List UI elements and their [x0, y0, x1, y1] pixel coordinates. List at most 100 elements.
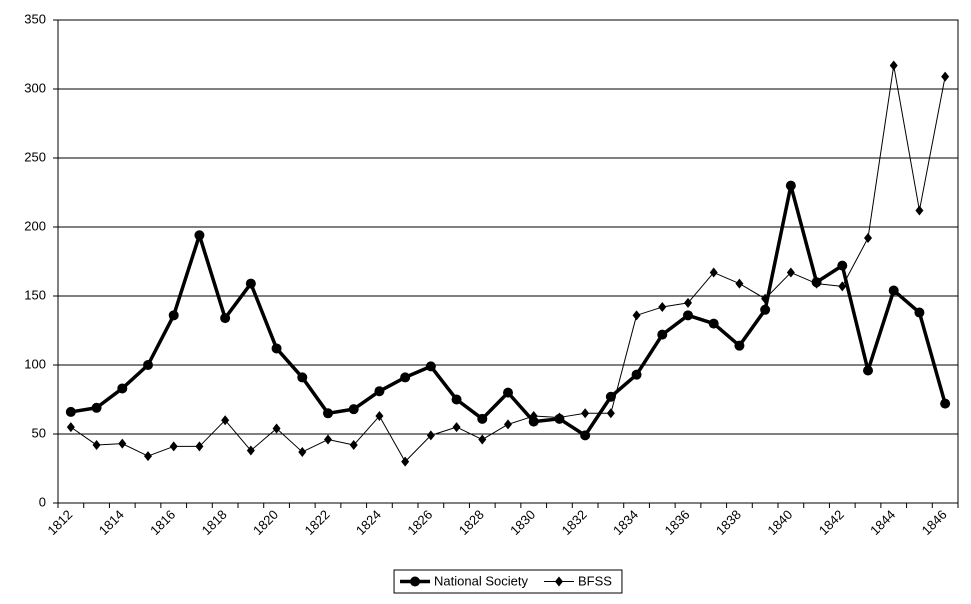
point: [452, 422, 461, 433]
point: [169, 441, 178, 452]
x-tick-label: 1822: [301, 507, 332, 538]
point: [889, 60, 898, 71]
point: [658, 302, 667, 313]
point: [555, 412, 564, 423]
point: [504, 419, 512, 430]
x-tick-label: 1826: [404, 507, 435, 538]
point: [914, 307, 925, 318]
x-tick-label: 1816: [147, 507, 178, 538]
point: [940, 398, 951, 409]
point: [323, 408, 333, 419]
point: [786, 267, 795, 278]
point: [761, 293, 770, 304]
x-tick-label: 1844: [867, 507, 898, 538]
point: [348, 404, 359, 415]
x-tick-label: 1836: [661, 507, 692, 538]
point: [91, 402, 102, 413]
x-tick-label: 1842: [816, 507, 847, 538]
point: [864, 233, 872, 244]
point: [144, 451, 152, 462]
x-tick-label: 1846: [919, 507, 950, 538]
point: [426, 430, 435, 441]
y-tick-label: 50: [32, 425, 46, 440]
point: [117, 383, 128, 394]
x-tick-label: 1818: [199, 507, 230, 538]
legend-label: National Society: [434, 573, 528, 588]
point: [785, 180, 796, 191]
y-tick-label: 0: [39, 494, 46, 509]
series-line: [70, 183, 947, 438]
point: [143, 360, 153, 370]
x-tick-label: 1824: [353, 507, 384, 538]
x-tick-label: 1838: [713, 507, 744, 538]
point: [915, 205, 924, 216]
point: [708, 318, 719, 329]
x-tick-label: 1812: [44, 507, 75, 538]
point: [528, 416, 539, 427]
point: [297, 372, 308, 383]
point: [478, 434, 487, 445]
point: [65, 406, 76, 417]
x-tick-label: 1814: [96, 507, 127, 538]
x-tick-label: 1834: [610, 507, 641, 538]
y-tick-label: 100: [24, 356, 46, 371]
point: [245, 278, 256, 289]
point: [374, 386, 385, 397]
point: [349, 440, 358, 451]
legend-marker: [554, 576, 563, 587]
x-tick-label: 1820: [250, 507, 281, 538]
point: [375, 411, 384, 422]
y-tick-label: 300: [24, 80, 46, 95]
point: [657, 329, 668, 340]
point: [812, 278, 821, 289]
point: [425, 361, 436, 372]
point: [220, 313, 231, 324]
point: [246, 445, 255, 456]
point: [194, 230, 205, 241]
point: [118, 438, 127, 449]
point: [580, 430, 591, 441]
x-tick-label: 1830: [507, 507, 538, 538]
point: [605, 391, 616, 402]
point: [760, 304, 771, 315]
y-tick-label: 200: [24, 218, 46, 233]
x-tick-label: 1828: [456, 507, 487, 538]
point: [271, 343, 282, 354]
point: [401, 456, 410, 467]
legend-label: BFSS: [578, 573, 612, 588]
point: [837, 260, 848, 271]
series-line: [70, 65, 946, 463]
y-tick-label: 250: [24, 149, 46, 164]
point: [631, 369, 642, 380]
point: [221, 415, 230, 426]
point: [298, 446, 307, 457]
point: [606, 408, 615, 419]
point: [66, 422, 75, 433]
point: [734, 340, 745, 351]
point: [272, 423, 281, 434]
point: [838, 281, 847, 292]
point: [735, 278, 744, 289]
point: [863, 365, 873, 376]
plot-area: [57, 19, 959, 504]
legend-box: [393, 569, 623, 594]
point: [503, 387, 513, 398]
y-tick-label: 350: [24, 11, 46, 26]
y-tick-label: 150: [24, 287, 46, 302]
point: [684, 297, 692, 308]
legend: National Society BFSS: [393, 569, 623, 594]
point: [92, 440, 101, 451]
x-tick-label: 1840: [764, 507, 795, 538]
point: [888, 285, 899, 296]
point: [581, 408, 590, 419]
point: [168, 310, 179, 321]
point: [683, 310, 693, 321]
point: [529, 411, 538, 422]
point: [709, 267, 718, 278]
point: [451, 394, 462, 405]
legend-marker: [410, 576, 421, 587]
point: [400, 372, 411, 383]
x-tick-label: 1832: [559, 507, 590, 538]
point: [195, 441, 204, 452]
